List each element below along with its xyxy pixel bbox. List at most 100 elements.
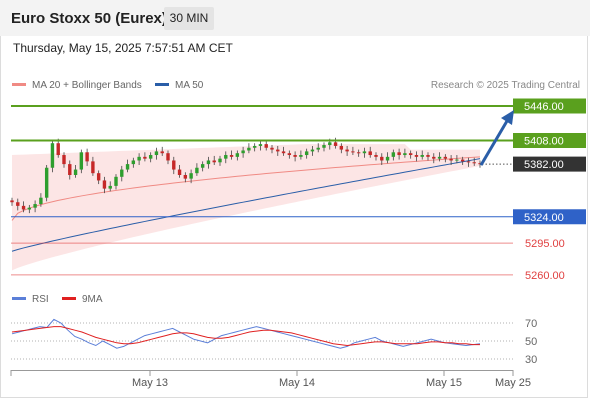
candle-body — [252, 145, 257, 148]
candle-body — [224, 155, 228, 159]
candle-body — [351, 151, 355, 153]
candle-body — [27, 207, 32, 210]
candle-body — [177, 169, 182, 175]
candle-body — [235, 153, 240, 157]
candle-body — [293, 155, 297, 157]
candle-body — [333, 142, 338, 146]
price-label: 5324.00 — [524, 212, 564, 224]
candle-body — [39, 197, 43, 205]
candle-body — [10, 200, 14, 203]
candle-body — [460, 159, 465, 162]
candle-body — [264, 144, 268, 148]
candle-body — [362, 151, 367, 154]
candle-body — [368, 151, 372, 156]
candle-body — [310, 149, 315, 152]
candle-body — [166, 153, 170, 161]
moving-averages — [11, 156, 481, 252]
rsi-tick-label: 50 — [525, 336, 537, 348]
candle-body — [478, 163, 482, 165]
legend-item-ma20: MA 20 + Bollinger Bands — [12, 80, 142, 91]
candle-body — [322, 145, 326, 148]
candle-body — [114, 176, 118, 186]
price-label: 5382.00 — [524, 159, 564, 171]
candle-body — [299, 155, 303, 157]
candle-body — [68, 164, 72, 175]
candle-body — [281, 151, 286, 154]
price-label: 5408.00 — [524, 136, 564, 148]
rsi-legend-swatch — [12, 297, 26, 300]
candle-body — [50, 143, 55, 168]
candle-body — [414, 155, 419, 157]
candle-body — [120, 169, 124, 177]
candle-body — [455, 159, 459, 161]
candle-body — [206, 160, 211, 165]
candle-body — [212, 160, 216, 163]
candle-body — [397, 152, 401, 156]
candle-body — [189, 173, 193, 179]
candle-body — [148, 155, 153, 159]
instrument-title: Euro Stoxx 50 (Eurex) — [11, 10, 167, 27]
candle-body — [183, 175, 188, 179]
candle-body — [218, 158, 222, 163]
candle-body — [160, 151, 164, 154]
rsi-tick-label: 70 — [525, 318, 537, 330]
candle-body — [91, 161, 95, 174]
candle-body — [16, 202, 20, 206]
ma50-swatch — [155, 82, 169, 86]
x-tick-label: May 25 — [495, 377, 531, 389]
candle-body — [426, 155, 430, 157]
candle-body — [62, 155, 66, 165]
candle-body — [108, 185, 112, 189]
x-tick-label: May 13 — [132, 377, 168, 389]
candle-body — [420, 155, 424, 157]
candle-body — [21, 205, 26, 210]
candle-body — [270, 147, 274, 150]
candle-body — [79, 152, 84, 170]
candle-body — [437, 156, 442, 159]
x-axis: May 13 May 14 May 15 May 25 — [10, 370, 531, 389]
price-levels: 5446.00 5408.00 5382.00 5324.00 5295.00 5260.… — [11, 98, 586, 282]
candle-body — [466, 161, 471, 163]
projection-arrow-head — [501, 110, 514, 125]
candle-body — [287, 153, 292, 156]
candle-body — [380, 156, 384, 161]
candle-body — [339, 145, 344, 150]
rsi-legend-swatch — [62, 297, 76, 300]
candle-body — [241, 150, 245, 154]
ma20-label: MA 20 + Bollinger Bands — [32, 80, 142, 91]
candle-body — [432, 156, 436, 159]
candle-body — [73, 169, 78, 175]
pivot-price-tag — [513, 209, 586, 225]
research-credit: Research © 2025 Trading Central — [430, 80, 580, 91]
candle-body — [200, 164, 205, 168]
projection-arrow-shaft — [479, 120, 509, 166]
candle-body — [374, 155, 378, 157]
rsi-tick-label: 30 — [525, 354, 537, 366]
candle-body — [44, 167, 49, 198]
candle-body — [131, 160, 136, 165]
x-tick-label: May 14 — [279, 377, 315, 389]
candle-body — [143, 156, 147, 159]
candle-body — [258, 144, 263, 146]
candle-body — [154, 151, 159, 156]
bollinger-band — [12, 144, 480, 271]
candle-body — [172, 160, 176, 170]
candle-body — [345, 149, 349, 152]
candle-body — [276, 149, 280, 152]
candle-body — [247, 147, 251, 151]
candle-body — [137, 156, 141, 161]
rsi-line — [11, 318, 481, 349]
legend-item-ma50: MA 50 — [155, 80, 203, 91]
candle-body — [408, 153, 413, 156]
candle-body — [56, 143, 60, 156]
resistance-price-tag — [513, 133, 586, 148]
candle-body — [356, 152, 361, 154]
bollinger-band-area — [12, 144, 480, 271]
candle-body — [443, 156, 448, 159]
candle-body — [304, 151, 309, 156]
candle-body — [385, 156, 390, 161]
price-label: 5446.00 — [524, 101, 564, 113]
candle-body — [33, 204, 37, 208]
timeframe-badge[interactable]: 30 MIN — [164, 7, 214, 30]
